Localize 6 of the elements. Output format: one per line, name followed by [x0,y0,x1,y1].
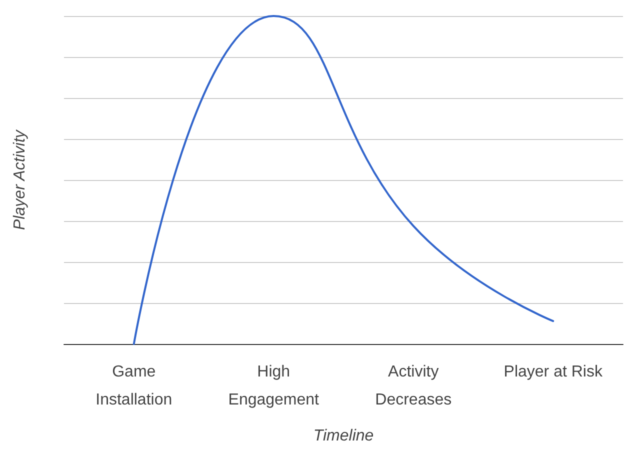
x-tick-label: Activity Decreases [375,364,452,408]
x-tick-label: High Engagement [228,364,320,408]
x-axis-title: Timeline [313,428,374,444]
x-tick-label: Game Installation [96,364,172,408]
x-tick-label: Player at Risk [504,364,604,380]
y-axis-title: Player Activity [12,129,28,230]
